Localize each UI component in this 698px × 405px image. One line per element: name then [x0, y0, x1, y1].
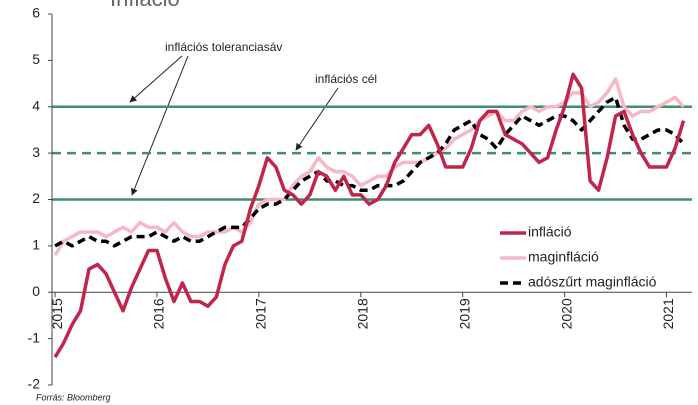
x-tick-label: 2015	[49, 298, 65, 329]
source: Forrás: Bloomberg	[36, 392, 111, 402]
y-tick-label: 0	[32, 283, 40, 299]
annotation: inflációs cél	[315, 72, 377, 86]
y-tick-label: -2	[28, 376, 41, 392]
x-tick-label: 2020	[558, 298, 574, 329]
y-tick-label: 1	[32, 237, 40, 253]
series-line	[53, 72, 686, 359]
annotation-arrow	[295, 87, 339, 151]
x-tick-label: 2016	[151, 298, 167, 329]
x-tick-label: 2021	[660, 298, 676, 329]
annotation: inflációs toleranciasáv	[165, 40, 282, 54]
legend-label: infláció	[528, 224, 572, 240]
annotation-arrow	[129, 55, 183, 103]
chart-title: Infláció	[110, 0, 180, 11]
y-tick-label: 6	[32, 5, 40, 21]
y-tick-label: 2	[32, 190, 40, 206]
x-tick-label: 2018	[354, 298, 370, 329]
annotation-arrow	[131, 55, 189, 196]
y-tick-label: -1	[28, 329, 41, 345]
series-line	[53, 77, 685, 257]
legend-label: maginfláció	[528, 249, 599, 265]
y-tick-label: 3	[32, 144, 40, 160]
x-tick-label: 2019	[456, 298, 472, 329]
y-tick-label: 5	[32, 51, 40, 67]
x-tick-label: 2017	[253, 298, 269, 329]
legend-label: adószűrt maginfláció	[528, 274, 657, 290]
y-tick-label: 4	[32, 97, 40, 113]
